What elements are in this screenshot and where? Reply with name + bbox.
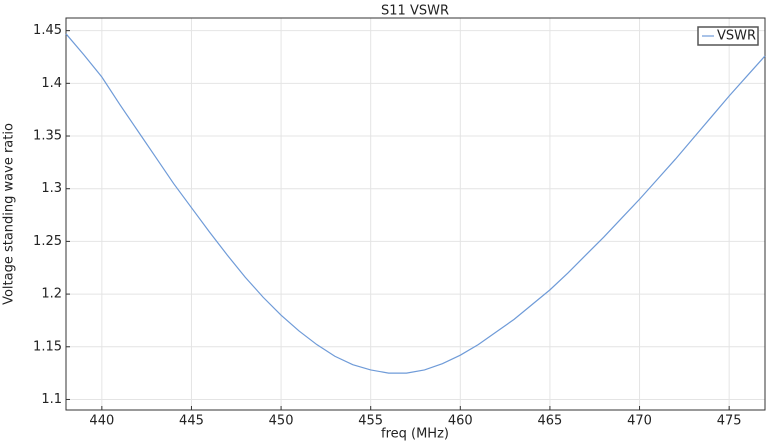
chart-title: S11 VSWR [381,4,449,19]
y-axis-label: Voltage standing wave ratio [2,123,17,305]
legend-label: VSWR [717,29,756,44]
x-axis-label: freq (MHz) [381,427,449,442]
y-tick-label: 1.2 [41,287,62,302]
x-tick-label: 440 [89,414,114,429]
y-tick-label: 1.1 [41,392,62,407]
x-tick-label: 455 [358,414,383,429]
x-tick-label: 450 [269,414,294,429]
y-tick-label: 1.35 [33,129,62,144]
y-tick-label: 1.3 [41,181,62,196]
x-tick-label: 475 [717,414,742,429]
y-tick-label: 1.15 [33,339,62,354]
data-line [65,33,766,374]
x-tick-label: 445 [179,414,204,429]
x-tick-label: 465 [538,414,563,429]
y-tick-label: 1.25 [33,234,62,249]
plot-frame [65,17,766,411]
y-tick-label: 1.45 [33,23,62,38]
x-tick-label: 470 [627,414,652,429]
y-tick-label: 1.4 [41,76,62,91]
x-tick-label: 460 [448,414,473,429]
legend-box [697,26,759,46]
